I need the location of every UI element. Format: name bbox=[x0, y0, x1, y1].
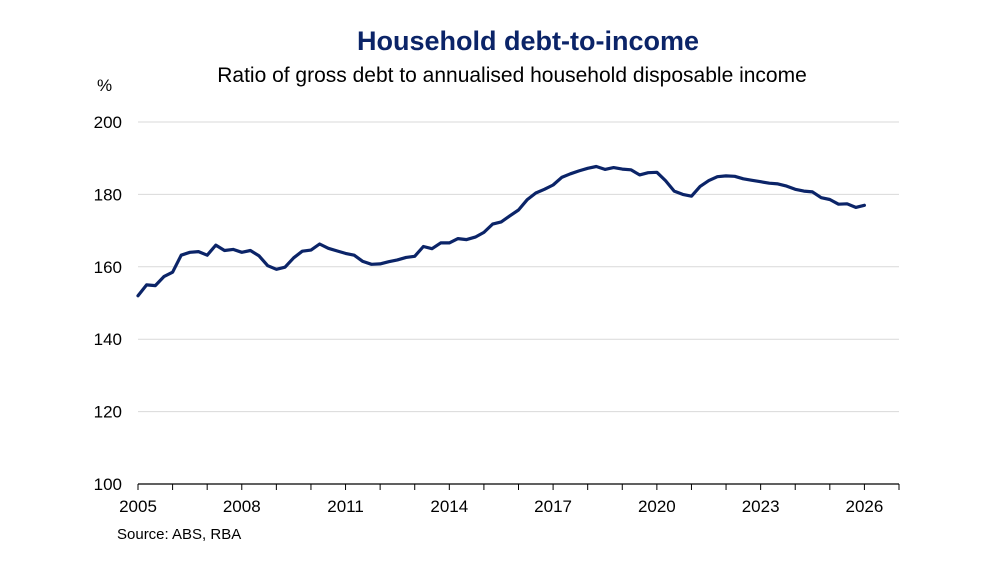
chart-subtitle: Ratio of gross debt to annualised househ… bbox=[217, 64, 807, 87]
x-tick-label: 2014 bbox=[430, 497, 468, 516]
chart-title: Household debt-to-income bbox=[357, 26, 699, 56]
series-line-0 bbox=[136, 164, 867, 298]
x-tick-label: 2020 bbox=[638, 497, 676, 516]
y-axis-unit: % bbox=[97, 76, 112, 95]
y-tick-label: 160 bbox=[94, 258, 122, 277]
y-tick-label: 140 bbox=[94, 330, 122, 349]
x-axis: 2005 2008 2011 2014 2017 2020 2023 2026 bbox=[119, 483, 900, 516]
y-tick-label: 200 bbox=[94, 113, 122, 132]
x-tick-label: 2008 bbox=[223, 497, 261, 516]
y-tick-label: 180 bbox=[94, 185, 122, 204]
source-note: Source: ABS, RBA bbox=[117, 526, 241, 543]
gridlines bbox=[138, 121, 899, 413]
x-tick-label: 2026 bbox=[845, 497, 883, 516]
x-tick-label: 2023 bbox=[742, 497, 780, 516]
x-tick-label: 2005 bbox=[119, 497, 157, 516]
x-tick-label: 2017 bbox=[534, 497, 572, 516]
y-axis-ticks: 100 120 140 160 180 200 bbox=[94, 113, 122, 494]
y-tick-label: 100 bbox=[94, 475, 122, 494]
y-tick-label: 120 bbox=[94, 403, 122, 422]
series-group bbox=[136, 164, 867, 298]
x-tick-label: 2011 bbox=[327, 497, 364, 516]
